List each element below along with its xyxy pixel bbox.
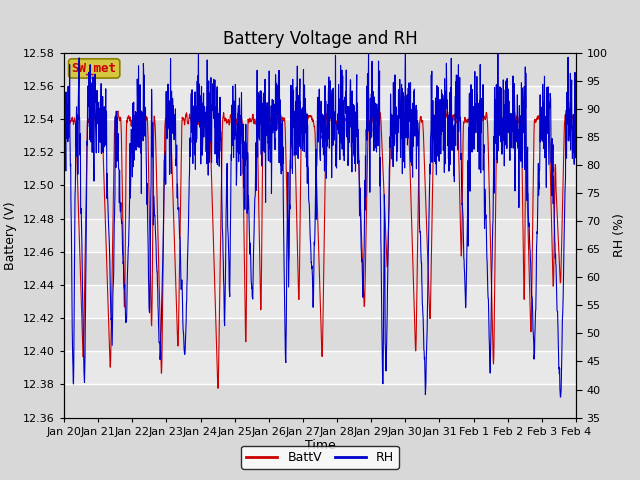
Bar [64,86,576,119]
Bar [64,185,576,218]
X-axis label: Time: Time [305,439,335,453]
Bar [64,384,576,418]
Bar [64,152,576,185]
Bar [64,218,576,252]
Text: SW_met: SW_met [72,62,116,75]
Bar [64,351,576,384]
Line: BattV: BattV [64,111,576,388]
Legend: BattV, RH: BattV, RH [241,446,399,469]
Bar [64,285,576,318]
Y-axis label: Battery (V): Battery (V) [4,201,17,269]
Bar [64,119,576,152]
Bar [64,53,576,86]
Y-axis label: RH (%): RH (%) [613,213,626,257]
Bar [64,252,576,285]
Bar [64,318,576,351]
Line: RH: RH [64,53,576,397]
Title: Battery Voltage and RH: Battery Voltage and RH [223,30,417,48]
